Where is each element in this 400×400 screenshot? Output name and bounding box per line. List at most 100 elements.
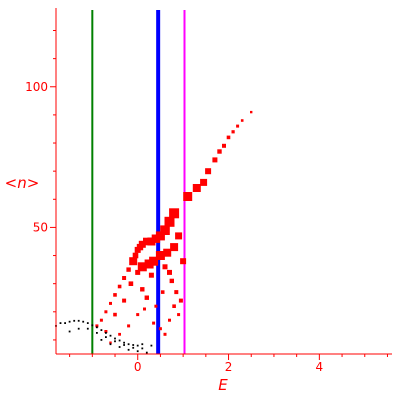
data-point (127, 348, 130, 351)
data-point (168, 318, 171, 322)
data-point (132, 252, 139, 259)
data-point (145, 351, 148, 354)
data-point (143, 307, 146, 311)
data-point (141, 347, 144, 350)
data-point (138, 240, 146, 248)
data-point (96, 332, 98, 334)
y-axis-label: <n> (5, 174, 40, 192)
data-point (113, 293, 117, 297)
data-point (152, 321, 156, 325)
data-point (226, 135, 231, 140)
data-point (160, 225, 170, 235)
data-point (86, 322, 89, 324)
data-point (59, 322, 62, 324)
data-point (73, 319, 76, 322)
data-point (240, 119, 244, 122)
data-point (91, 324, 94, 327)
data-point (129, 257, 138, 266)
data-point (192, 184, 201, 192)
data-point (222, 143, 226, 148)
data-point (167, 269, 172, 275)
data-point (236, 124, 240, 128)
x-tick-label: 4 (316, 360, 324, 374)
data-point (175, 232, 183, 240)
data-point (114, 337, 116, 340)
data-point (147, 237, 156, 246)
data-point (200, 178, 208, 186)
data-point (170, 243, 179, 252)
data-point (163, 248, 172, 257)
data-point (180, 258, 187, 265)
data-point (183, 192, 193, 201)
data-point (113, 312, 117, 317)
data-point (141, 343, 144, 346)
data-point (126, 267, 131, 272)
data-point (172, 304, 176, 308)
data-point (136, 313, 140, 317)
data-point (122, 298, 127, 303)
data-point (99, 318, 103, 322)
data-point (137, 262, 147, 272)
data-point (123, 341, 125, 344)
data-point (109, 341, 112, 344)
y-tick-label: 100 (25, 80, 48, 94)
data-point (132, 344, 135, 346)
data-point (154, 304, 158, 308)
data-point (160, 290, 165, 294)
data-point (148, 272, 154, 278)
data-point (169, 208, 180, 219)
data-point (114, 340, 116, 343)
data-point (95, 324, 99, 328)
data-point (68, 330, 71, 333)
data-point (140, 287, 145, 292)
data-point (104, 310, 108, 314)
data-point (150, 344, 153, 347)
data-point (118, 339, 121, 342)
y-tick-label: 50 (33, 220, 48, 234)
data-point (117, 284, 122, 289)
data-point (104, 330, 108, 333)
reference-lines (91, 10, 186, 354)
data-point (136, 344, 139, 347)
data-point (109, 301, 112, 305)
data-point (82, 320, 85, 323)
data-point (231, 130, 235, 134)
data-point (109, 343, 112, 346)
data-point (143, 237, 151, 246)
data-point (212, 157, 218, 163)
data-point (136, 350, 139, 353)
data-point (77, 327, 80, 330)
data-point (162, 264, 168, 270)
data-point (109, 334, 112, 337)
data-point (144, 295, 149, 300)
data-point (127, 343, 130, 346)
data-point (100, 329, 103, 331)
data-point (118, 332, 121, 336)
data-point (77, 319, 80, 322)
data-point (128, 281, 134, 286)
x-axis-label: E (218, 376, 228, 394)
data-point (132, 346, 135, 349)
data-point (100, 339, 103, 341)
x-tick-label: 2 (225, 360, 233, 374)
data-point (123, 344, 125, 346)
data-points (55, 110, 253, 354)
data-point (169, 278, 174, 284)
data-point (122, 276, 127, 280)
data-point (155, 231, 165, 241)
data-point (178, 298, 183, 303)
data-point (164, 216, 175, 227)
data-point (96, 326, 98, 329)
data-point (155, 251, 165, 260)
data-point (158, 327, 162, 331)
x-tick-label: 0 (134, 360, 142, 374)
data-point (250, 110, 253, 114)
data-point (217, 149, 222, 154)
data-point (68, 320, 71, 323)
data-point (127, 324, 131, 328)
data-point (64, 322, 66, 324)
data-point (105, 336, 107, 338)
data-point (149, 256, 159, 266)
data-point (86, 327, 89, 330)
